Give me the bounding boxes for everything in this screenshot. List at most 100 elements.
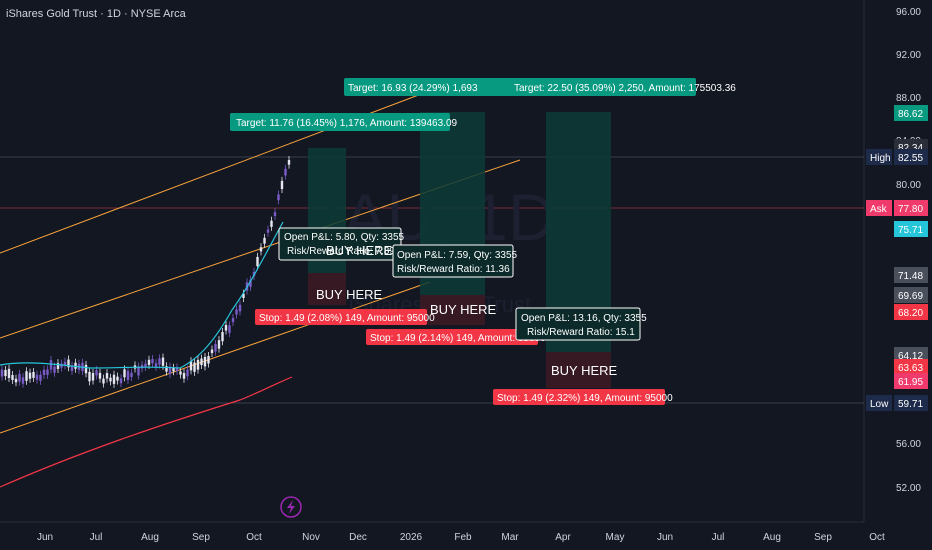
pnl-label-2: Open P&L: 7.59, Qty: 3355 [397, 250, 518, 261]
candle-body [116, 376, 119, 381]
price-tag-value: 86.62 [898, 109, 923, 120]
price-tag-label: High [870, 153, 891, 164]
price-tag-value: 68.20 [898, 308, 923, 319]
price-axis[interactable]: 96.0092.0088.0084.0080.0056.0052.0086.62… [866, 7, 928, 494]
candle-body [277, 194, 280, 201]
candle-body [284, 168, 287, 176]
candle-body [207, 356, 210, 364]
candle-body [4, 369, 7, 377]
pnl-box-2 [392, 244, 514, 278]
candle-body [228, 325, 231, 333]
candle-body [88, 371, 91, 382]
candle-body [95, 370, 98, 376]
time-label: Mar [501, 532, 519, 543]
candle-body [161, 357, 165, 366]
entry-label-3: BUY HERE [551, 363, 618, 378]
candle-body [53, 366, 56, 373]
stop-label-3-bg [493, 389, 665, 405]
candle-body [221, 332, 224, 342]
candle-body [165, 366, 168, 372]
time-label: Jun [37, 532, 53, 543]
price-tag-label: Low [870, 399, 889, 410]
candle-body [56, 363, 60, 369]
candle-body [63, 361, 67, 366]
candle-body [112, 374, 116, 384]
time-label: Jun [657, 532, 673, 543]
chart-title: iShares Gold Trust · 1D · NYSE Arca [6, 8, 186, 20]
price-tick: 80.00 [896, 180, 921, 191]
price-tag-value: 82.55 [898, 153, 923, 164]
candle-body [18, 373, 21, 382]
time-label: Oct [869, 532, 885, 543]
candle-body [249, 279, 252, 288]
price-tag-label: Ask [870, 204, 888, 215]
candle-body [200, 358, 203, 366]
time-label: Nov [302, 532, 320, 543]
time-label: Aug [763, 532, 781, 543]
rr-label-1: Risk/Reward Ratio: 7.89 [287, 246, 395, 257]
candle-body [175, 367, 179, 372]
price-tick: 96.00 [896, 7, 921, 18]
candle-body [39, 374, 42, 381]
price-tick: 52.00 [896, 483, 921, 494]
price-tick: 56.00 [896, 439, 921, 450]
candle-body [0, 369, 4, 377]
candle-body [193, 362, 196, 372]
candle-body [84, 364, 88, 374]
candle-body [256, 256, 259, 267]
stop-label-2-bg [366, 329, 538, 345]
candle-body [60, 363, 63, 368]
candle-body [210, 349, 214, 354]
candle-body [67, 359, 70, 368]
target-label-2-bg [344, 78, 696, 96]
candle-body [46, 369, 49, 375]
candle-body [28, 372, 32, 379]
price-tick: 88.00 [896, 93, 921, 104]
candle-body [263, 237, 266, 244]
candle-body [186, 369, 189, 377]
stop-label-1-bg [255, 309, 427, 325]
ma-fast-line [0, 221, 284, 369]
time-label: Jul [90, 532, 103, 543]
candle-body [182, 373, 186, 379]
price-tag-value: 77.80 [898, 204, 923, 215]
price-tag: 86.62 [894, 105, 928, 121]
lightning-icon[interactable] [280, 496, 302, 518]
candle-body [32, 371, 35, 378]
candle-body [235, 309, 238, 315]
candle-body [266, 229, 270, 233]
price-tag-value: 61.95 [898, 377, 923, 388]
candle-body [179, 371, 182, 375]
candle-body [280, 180, 284, 189]
stop-label-3: Stop: 1.49 (2.32%) 149, Amount: 95000 [497, 393, 673, 404]
candle-body [137, 366, 140, 376]
price-tag: 71.48 [894, 267, 928, 283]
candle-body [123, 369, 126, 378]
price-tag-value: 69.69 [898, 291, 923, 302]
target-label-1: Target: 11.76 (16.45%) 1,176, Amount: 13… [236, 118, 458, 129]
pnl-label-1: Open P&L: 5.80, Qty: 3355 [284, 232, 405, 243]
rr-label-3: Risk/Reward Ratio: 15.1 [527, 327, 635, 338]
price-tick: 92.00 [896, 50, 921, 61]
rr-label-2: Risk/Reward Ratio: 11.36 [397, 264, 510, 275]
time-axis[interactable]: Jun Jul Aug Sep Oct Nov Dec 2026 Feb Mar Apr May Jun… [37, 532, 885, 543]
target-label-1-bg [230, 113, 450, 131]
target-label-3: Target: 22.50 (35.09%) 2,250, Amount: 17… [514, 83, 736, 94]
candle-body [158, 358, 161, 365]
target-label-2: Target: 16.93 (24.29%) 1,693 [348, 83, 478, 94]
price-tag: 75.71 [894, 221, 928, 237]
candle-body [126, 370, 130, 381]
candle-body [242, 293, 245, 298]
candle-body [196, 359, 200, 370]
stop-label-2: Stop: 1.49 (2.14%) 149, Amount: 95000 [370, 333, 546, 344]
time-label: Feb [454, 532, 472, 543]
candle-body [154, 363, 158, 367]
time-label: Sep [192, 532, 210, 543]
price-tag: 69.69 [894, 287, 928, 303]
pnl-label-3: Open P&L: 13.16, Qty: 3355 [521, 313, 647, 324]
candle-body [238, 304, 242, 312]
candle-body [42, 369, 46, 376]
candle-body [105, 373, 109, 379]
candle-body [151, 359, 154, 364]
